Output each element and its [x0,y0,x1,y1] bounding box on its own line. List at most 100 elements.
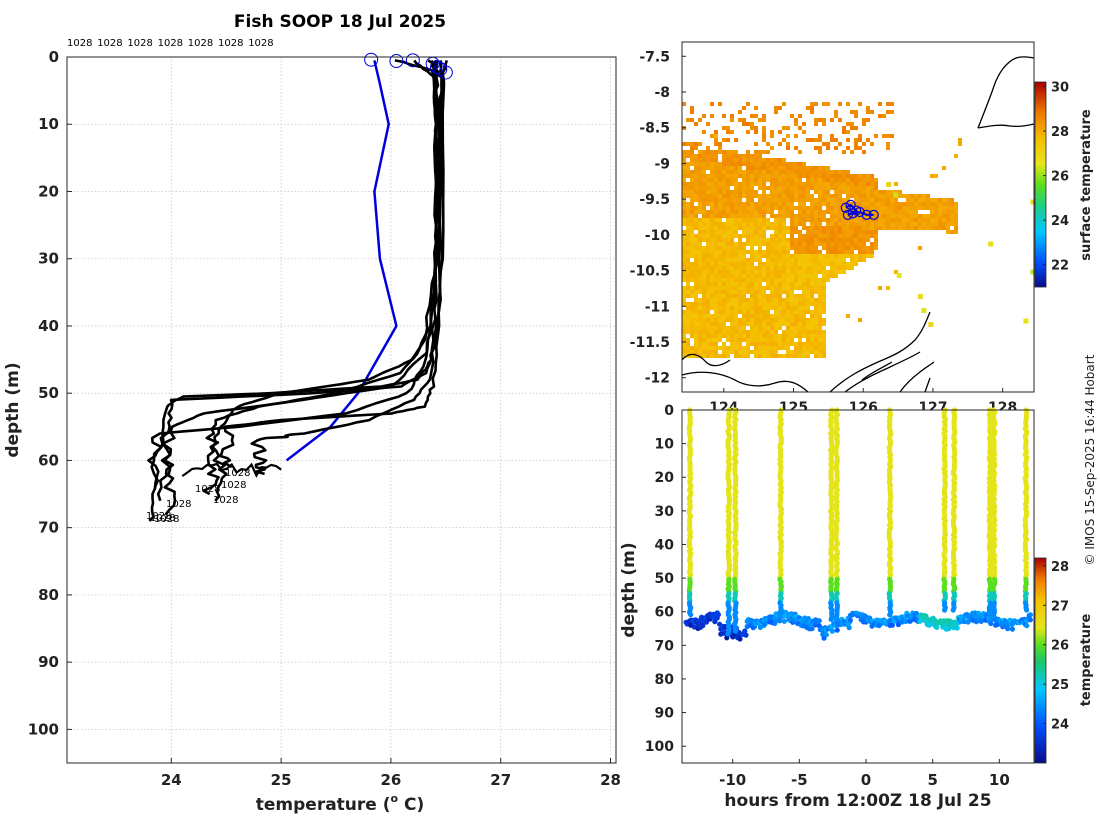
sst-cell [694,146,698,150]
sst-cell [730,170,734,174]
sst-cell [774,330,778,334]
sst-cell [722,242,726,246]
sst-cell [802,326,806,330]
sst-cell [778,186,782,190]
sst-cell [754,346,758,350]
sst-cell [814,234,818,238]
sst-cell [822,294,826,298]
sst-cell [686,186,690,190]
sst-cell [726,314,730,318]
sst-cell [742,338,746,342]
sst-cell [734,246,738,250]
sst-cell [830,254,834,258]
sst-cell [838,178,842,182]
sst-cell [758,150,762,154]
sst-cell [778,198,782,202]
sst-cell [814,346,818,350]
sst-cell [766,270,770,274]
sst-cell [722,238,726,242]
sst-cell [766,158,770,162]
sst-cell [698,202,702,206]
sst-cell [758,342,762,346]
sst-cell [798,234,802,238]
sst-cell [814,102,818,106]
sst-cell [770,194,774,198]
sst-cell [802,214,806,218]
sst-cell [858,246,862,250]
sst-cell [750,326,754,330]
sst-cell [778,202,782,206]
sst-cell [894,210,898,214]
sst-cell [738,154,742,158]
sst-cell [730,318,734,322]
sst-cell [878,226,882,230]
sst-cell [694,206,698,210]
section-point [1024,607,1030,613]
sst-cell [722,214,726,218]
sst-cell [830,246,834,250]
sst-cell [786,294,790,298]
profile-line [150,60,439,488]
sst-cell [786,310,790,314]
sst-cell [738,282,742,286]
sst-cell [734,190,738,194]
sst-cell [910,202,914,206]
sst-cell [750,234,754,238]
sst-cell [834,194,838,198]
sst-cell [730,270,734,274]
sst-cell [918,202,922,206]
sst-cell [838,238,842,242]
sst-cell [870,218,874,222]
sst-cell [802,190,806,194]
sst-cell [798,350,802,354]
sst-cell [734,158,738,162]
sst-cell [786,202,790,206]
sst-cell [782,274,786,278]
sst-cell [854,190,858,194]
sst-cell [782,206,786,210]
sst-cell [714,242,718,246]
sst-cell [758,118,762,122]
sst-cell [746,222,750,226]
sst-cell [734,338,738,342]
sst-cell [862,206,866,210]
sst-cell [862,238,866,242]
sst-cell [886,198,890,202]
sst-cell [814,282,818,286]
sst-cell [774,206,778,210]
sst-cell [730,258,734,262]
sst-cell [802,258,806,262]
sst-cell [786,170,790,174]
sst-cell [922,214,926,218]
sst-cell [822,186,826,190]
sst-cell [710,302,714,306]
sst-cell [770,182,774,186]
sst-cell [894,206,898,210]
sst-cell [730,190,734,194]
sst-cell [734,138,738,142]
y-tick-label: -9.5 [639,192,670,208]
sst-cell [690,194,694,198]
sst-cell [750,126,754,130]
sst-cell [774,226,778,230]
sst-cell [702,334,706,338]
sst-cell [762,254,766,258]
sst-cell [714,186,718,190]
sst-cell [682,194,686,198]
section-point [781,618,788,624]
sst-cell [762,310,766,314]
sst-cell [742,290,746,294]
sst-cell [794,214,798,218]
sst-cell [794,310,798,314]
sst-cell [682,234,686,238]
sst-cell [786,334,790,338]
sst-cell [798,114,802,118]
sst-cell [914,206,918,210]
sst-cell [794,314,798,318]
sst-cell [934,214,938,218]
sst-cell [718,162,722,166]
sst-cell [762,266,766,270]
sst-cell [706,334,710,338]
sst-cell [714,166,718,170]
